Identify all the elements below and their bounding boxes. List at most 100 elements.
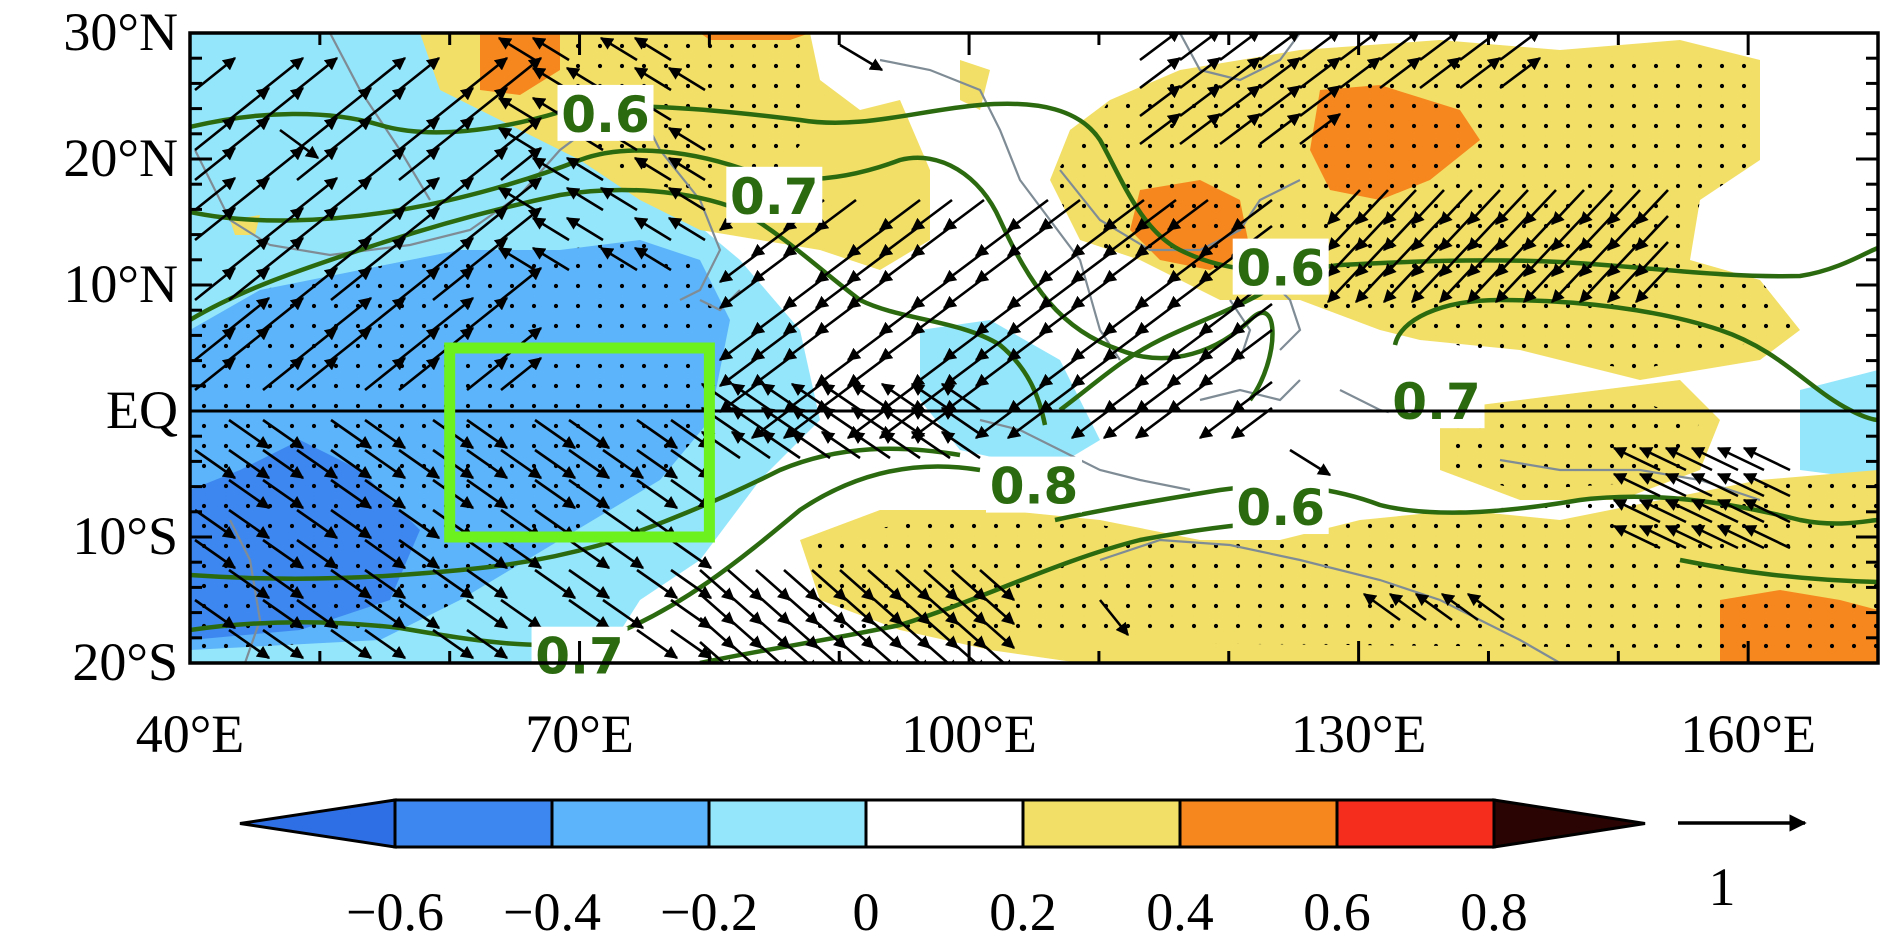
wind-vector [974, 354, 1017, 388]
wind-vector [466, 56, 509, 92]
wind-vector [330, 508, 373, 540]
wind-vector [1742, 446, 1791, 472]
contour-label: 0.6 [1236, 479, 1325, 537]
wind-vector [500, 206, 543, 242]
colorbar-labels: −0.6 −0.4 −0.2 0 0.2 0.4 0.6 0.8 [346, 882, 1528, 940]
wind-vector [1230, 328, 1273, 362]
wind-vector [432, 568, 475, 600]
wind-vector [531, 216, 570, 242]
wind-vector [790, 382, 831, 412]
wind-vector [330, 86, 373, 122]
wind-vector [500, 116, 543, 152]
wind-vector [1139, 84, 1182, 118]
wind-vector [1690, 524, 1739, 550]
wind-vector [633, 216, 672, 242]
wind-vector [1139, 33, 1182, 62]
wind-vector [500, 56, 543, 92]
wind-vector [1419, 56, 1462, 90]
wind-vector [432, 86, 475, 122]
wind-vector [1299, 56, 1342, 90]
wind-vector [330, 418, 373, 450]
wind-vector [531, 36, 570, 62]
wind-vector [568, 448, 611, 480]
wind-vector [1459, 56, 1502, 90]
wind-vector [1038, 276, 1081, 310]
wind-vector [1379, 33, 1422, 62]
wind-vector [364, 418, 407, 450]
wind-vector [599, 246, 638, 272]
wind-vector [262, 146, 305, 182]
wind-vector [878, 250, 921, 284]
wind-vector [1716, 446, 1765, 472]
wind-vector [1038, 198, 1081, 232]
wind-vector [500, 598, 543, 630]
wind-vector [1102, 198, 1145, 232]
wind-vector [1134, 198, 1177, 232]
wind-vector [1523, 267, 1557, 303]
wind-vector [194, 326, 237, 362]
colorbar-tick-label: −0.4 [503, 882, 601, 940]
wind-vector [330, 326, 373, 362]
wind-vector [878, 198, 921, 232]
wind-vector [636, 568, 679, 600]
wind-vector [1439, 267, 1473, 303]
wind-vector [398, 508, 441, 540]
wind-vector [1467, 267, 1501, 303]
wind-vectors [194, 33, 1791, 663]
wind-vector [1411, 241, 1445, 277]
wind-vector [940, 382, 981, 412]
longitude-labels: 40°E 70°E 100°E 130°E 160°E [136, 704, 1816, 764]
map-frame [188, 31, 1880, 665]
wind-vector [1219, 56, 1262, 90]
contour-label-bg [557, 84, 654, 141]
wind-vector [1355, 241, 1389, 277]
colorbar-segment [1335, 798, 1496, 849]
wind-vector [1551, 267, 1585, 303]
colorbar-tick-label: 0.6 [1303, 882, 1371, 940]
wind-vector [1742, 498, 1791, 524]
wind-vector [1495, 241, 1529, 277]
wind-vector [262, 538, 305, 570]
wind-vector [296, 206, 339, 242]
wind-vector [262, 56, 305, 92]
wind-vector [1383, 267, 1417, 303]
wind-vector [1259, 56, 1302, 90]
wind-vector [1635, 267, 1669, 303]
wind-vector [466, 418, 509, 450]
colorbar-tick-label: 0.4 [1146, 882, 1214, 940]
wind-vector [782, 302, 825, 336]
wind-vector [602, 598, 645, 630]
wind-vector [398, 56, 441, 92]
wind-vector [364, 448, 407, 480]
contour-label: 0.6 [561, 86, 650, 144]
lat-tick-label: 20°S [72, 632, 178, 692]
wind-vector [1006, 276, 1049, 310]
wind-vector [1006, 302, 1049, 336]
wind-vector [1230, 406, 1273, 440]
wind-vector [750, 224, 793, 258]
wind-vector [1664, 498, 1713, 524]
wind-vector [699, 641, 735, 663]
wind-vector [1551, 241, 1585, 277]
wind-vector [1459, 33, 1502, 62]
wind-vector [568, 568, 611, 600]
wind-vector [727, 641, 763, 663]
wind-vector [1327, 241, 1361, 277]
wind-vector [1411, 215, 1445, 251]
wind-vector [228, 418, 271, 450]
wind-vector [1690, 472, 1739, 498]
wind-vector [1219, 112, 1262, 146]
wind-vector [910, 302, 953, 336]
wind-vector [820, 382, 861, 412]
wind-vector [1006, 198, 1049, 232]
wind-vector [1139, 112, 1182, 146]
wind-vector [1612, 498, 1661, 524]
wind-vector [1638, 472, 1687, 498]
wind-vector [194, 508, 237, 540]
wind-vector [846, 276, 889, 310]
wind-vector [466, 236, 509, 272]
wind-vector [820, 430, 861, 460]
wind-vector [1166, 198, 1209, 232]
wind-vector [1198, 302, 1241, 336]
